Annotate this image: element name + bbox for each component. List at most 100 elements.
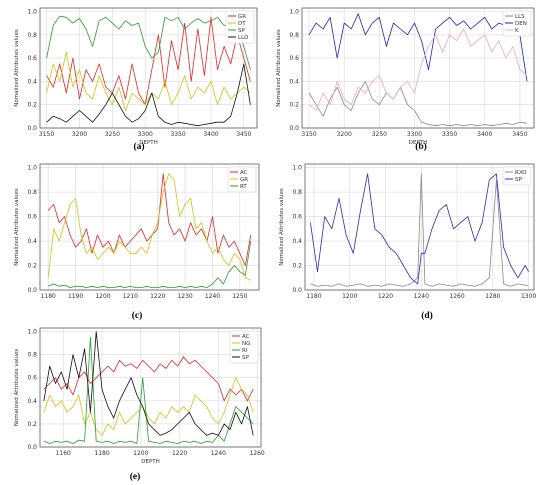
legend-box	[225, 10, 255, 44]
plot-frame	[301, 7, 535, 129]
legend-label: DEN	[515, 21, 527, 27]
x-tick-label: 3400	[477, 131, 492, 138]
x-tick-label: 1240	[414, 293, 429, 300]
y-tick-label: 0.2	[292, 263, 302, 270]
series-line-rxo	[310, 173, 529, 287]
series-line-k	[308, 28, 528, 111]
y-tick-label: 1.0	[27, 8, 37, 15]
legend-label: RT	[240, 184, 247, 190]
y-tick-label: 0.0	[27, 287, 37, 294]
y-tick-label: 0.2	[27, 263, 37, 270]
series-line-dt	[46, 51, 251, 111]
x-tick-label: 1230	[177, 293, 192, 300]
x-tick-label: 1260	[249, 450, 264, 457]
chart-panel-a: 0.0 0.2 0.4 0.6 0.8 1.0 3150 3200 3250 3300 3350 34…	[14, 7, 258, 152]
x-tick-label: 3200	[72, 131, 87, 138]
x-tick-label: 1280	[485, 293, 500, 300]
x-tick-label: 3450	[236, 131, 251, 138]
chart-panel-b: 0.0 0.2 0.4 0.6 0.8 1.0 3150 3200 3250 3300 3350 34…	[276, 7, 535, 152]
y-tick-label: 0.8	[292, 189, 302, 196]
legend-label: RXO	[515, 170, 527, 176]
series-line-sp	[43, 331, 254, 436]
x-tick-label: 1200	[342, 293, 357, 300]
y-tick-label: 0.4	[27, 398, 37, 405]
y-tick-label: 0.4	[27, 238, 37, 245]
plot-frame	[304, 163, 535, 291]
y-tick-label: 0.8	[289, 32, 299, 39]
plot-frame	[39, 163, 260, 291]
x-tick-label: 1200	[133, 450, 148, 457]
plot-frame	[39, 327, 262, 448]
x-tick-label: 3400	[203, 131, 218, 138]
y-tick-label: 1.0	[27, 165, 37, 172]
x-tick-label: 3150	[39, 131, 54, 138]
y-tick-label: 0.8	[27, 189, 37, 196]
x-tick-label: 1180	[306, 293, 321, 300]
legend-label: AC	[242, 334, 250, 340]
y-axis-label: Nomalized Attributes values	[279, 188, 285, 266]
series-line-ng	[43, 377, 254, 436]
y-tick-label: 0.2	[27, 102, 37, 109]
series-line-den	[308, 13, 528, 82]
series-line-sp	[310, 173, 529, 285]
x-tick-label: 3250	[105, 131, 120, 138]
x-tick-label: 1250	[232, 293, 247, 300]
y-tick-label: 0.0	[292, 287, 302, 294]
panel-label: (a)	[133, 141, 144, 152]
chart-panel-d: 0.0 0.2 0.4 0.6 0.8 1.0 1180 1200 1220 1240 1260 12…	[279, 163, 536, 321]
x-tick-label: 3350	[442, 131, 457, 138]
y-tick-label: 1.0	[27, 328, 37, 335]
x-tick-label: 1180	[94, 450, 109, 457]
legend-label: SP	[242, 355, 249, 361]
x-tick-label: 1300	[521, 293, 536, 300]
x-tick-label: 1240	[211, 450, 226, 457]
y-tick-label: 1.0	[289, 8, 299, 15]
plot-area	[40, 164, 259, 290]
series-line-rt	[48, 241, 252, 288]
plot-area	[40, 328, 261, 447]
x-axis-label: DEPTH	[141, 459, 160, 465]
y-tick-label: 0.4	[27, 78, 37, 85]
y-tick-label: 0.8	[27, 32, 37, 39]
series-line-gr	[47, 173, 251, 281]
x-tick-label: 3300	[138, 131, 153, 138]
y-tick-label: 0.6	[27, 55, 37, 62]
x-tick-label: 3350	[170, 131, 185, 138]
y-tick-label: 0.6	[292, 214, 302, 221]
y-axis-label: Nomalized Attributes values	[14, 29, 20, 107]
y-tick-label: 0.6	[27, 375, 37, 382]
legend-label: DT	[238, 21, 246, 27]
panel-label: (c)	[132, 310, 143, 321]
x-tick-label: 1220	[378, 293, 393, 300]
y-tick-label: 0.2	[289, 102, 299, 109]
x-tick-label: 3200	[337, 131, 352, 138]
y-axis-label: Nomalized Attributes values	[14, 188, 20, 266]
plot-frame	[39, 7, 258, 129]
y-axis-label: Nomalized Attributes values	[14, 349, 20, 427]
panel-label: (e)	[130, 471, 141, 482]
legend-label: SP	[238, 28, 245, 34]
x-tick-label: 1180	[41, 293, 56, 300]
legend-label: K	[515, 28, 519, 34]
panel-label: (d)	[421, 310, 433, 321]
plot-area	[302, 8, 534, 128]
y-axis-label: Nomalized Attributes values	[276, 29, 282, 107]
y-tick-label: 0.0	[289, 125, 299, 132]
y-tick-label: 0.2	[27, 421, 37, 428]
legend-box	[229, 330, 259, 364]
chart-panel-e: 0.0 0.2 0.4 0.6 0.8 1.0 1160 1180 1200 1220 1240 12…	[14, 327, 265, 482]
legend-label: LLD	[238, 35, 248, 41]
y-tick-label: 0.4	[292, 238, 302, 245]
legend-label: RI	[242, 348, 248, 354]
series-line-lls	[308, 81, 528, 127]
series-line-lld	[46, 63, 251, 127]
series-line-gr	[46, 16, 251, 106]
x-tick-label: 3250	[372, 131, 387, 138]
legend-label: LLS	[515, 14, 525, 20]
